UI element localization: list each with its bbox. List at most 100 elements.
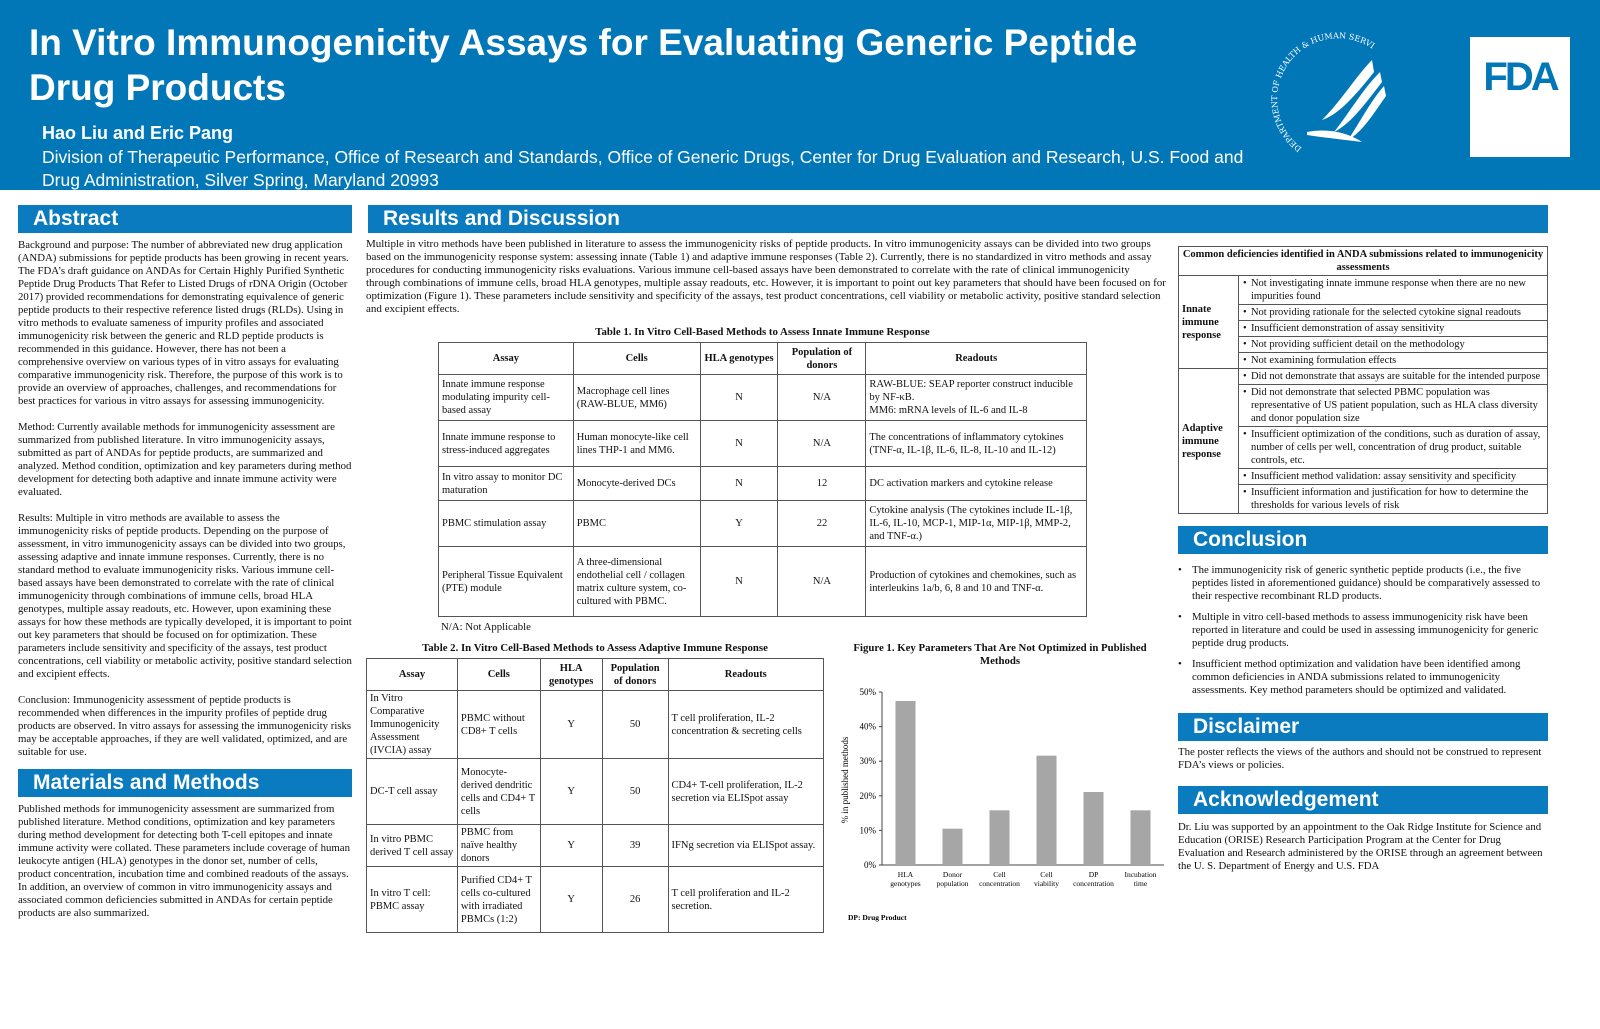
table-cell: N/A bbox=[777, 420, 867, 467]
deficiencies-table: Common deficiencies identified in ANDA s… bbox=[1178, 246, 1549, 514]
table-cell: Innate immune response modulating impuri… bbox=[438, 374, 574, 421]
column-header: Population of donors bbox=[777, 342, 867, 375]
column-header: Readouts bbox=[667, 658, 825, 691]
deficiency-item: Insufficient demonstration of assay sens… bbox=[1237, 320, 1549, 337]
table-cell: Peripheral Tissue Equivalent (PTE) modul… bbox=[438, 546, 574, 617]
bar bbox=[989, 810, 1010, 865]
abstract-paragraph: Conclusion: Immunogenicity assessment of… bbox=[18, 694, 352, 758]
table-cell: PBMC stimulation assay bbox=[438, 500, 574, 547]
column-header: Cells bbox=[572, 342, 701, 375]
abstract-paragraph: Method: Currently available methods for … bbox=[18, 421, 352, 498]
y-tick-label: 20% bbox=[860, 791, 877, 801]
results-intro: Multiple in vitro methods have been publ… bbox=[366, 238, 1166, 315]
acknowledgement-heading: Acknowledgement bbox=[1178, 786, 1548, 814]
table-cell: Y bbox=[539, 824, 603, 867]
figure1-block: Figure 1. Key Parameters That Are Not Op… bbox=[834, 642, 1166, 940]
table-row: In vitro assay to monitor DC maturation M… bbox=[438, 466, 1087, 501]
table-cell: N bbox=[699, 420, 779, 467]
conclusion-bullet: Multiple in vitro cell-based methods to … bbox=[1178, 611, 1548, 650]
table-cell: IFNg secretion via ELISpot assay. bbox=[667, 824, 825, 867]
y-tick-label: 30% bbox=[860, 756, 877, 766]
conclusion-bullet: The immunogenicity risk of generic synth… bbox=[1178, 564, 1548, 603]
deficiency-row: Insufficient optimization of the conditi… bbox=[1179, 426, 1549, 469]
figure1-bar-chart: 0% 10% 20% 30% 40% 50% HLA genotypes Donor popula… bbox=[840, 687, 1164, 922]
lower-middle-row: Table 2. In Vitro Cell-Based Methods to … bbox=[366, 642, 1166, 940]
table-cell: 39 bbox=[601, 824, 669, 867]
table-row: Peripheral Tissue Equivalent (PTE) modul… bbox=[438, 546, 1087, 617]
table-cell: Y bbox=[539, 690, 603, 759]
table-cell: A three-dimensional endothelial cell / c… bbox=[572, 546, 701, 617]
table-cell: DC-T cell assay bbox=[366, 758, 458, 825]
conclusion-heading: Conclusion bbox=[1178, 526, 1548, 554]
abstract-paragraph: Results: Multiple in vitro methods are a… bbox=[18, 512, 352, 680]
methods-heading: Materials and Methods bbox=[18, 769, 352, 797]
acknowledgement-text: Dr. Liu was supported by an appointment … bbox=[1178, 821, 1543, 872]
table-row: DC-T cell assay Monocyte-derived dendriti… bbox=[366, 758, 825, 825]
fda-logo: FDA bbox=[1470, 37, 1570, 157]
column-header: HLA genotypes bbox=[699, 342, 779, 375]
deficiency-row: Innate immune responseNot investigating … bbox=[1178, 275, 1549, 369]
disclaimer-heading: Disclaimer bbox=[1178, 713, 1548, 741]
x-tick-label: Cell viability bbox=[1034, 870, 1059, 888]
table-cell: Monocyte-derived DCs bbox=[572, 466, 701, 501]
table-cell: Y bbox=[539, 866, 603, 933]
table-cell: 50 bbox=[601, 690, 669, 759]
left-column: Abstract Background and purpose: The num… bbox=[18, 205, 352, 920]
table2-block: Table 2. In Vitro Cell-Based Methods to … bbox=[366, 642, 825, 940]
column-header: Population of donors bbox=[601, 658, 669, 691]
poster-title: In Vitro Immunogenicity Assays for Evalu… bbox=[29, 22, 1138, 108]
table-cell: N/A bbox=[777, 374, 867, 421]
table-cell: N/A bbox=[777, 546, 867, 617]
deficiency-row: Insufficient information and justificati… bbox=[1179, 484, 1549, 514]
deficiency-row: Did not demonstrate that selected PBMC p… bbox=[1179, 384, 1549, 427]
y-tick-label: 10% bbox=[860, 825, 877, 835]
table-cell: 26 bbox=[601, 866, 669, 933]
bar bbox=[1083, 791, 1104, 865]
table-cell: Y bbox=[539, 758, 603, 825]
table-cell: In vitro T cell: PBMC assay bbox=[366, 866, 458, 933]
disclaimer-text: The poster reflects the views of the aut… bbox=[1178, 746, 1542, 771]
column-header: Assay bbox=[366, 658, 458, 691]
deficiency-item: Not examining formulation effects bbox=[1237, 352, 1549, 369]
table-cell: DC activation markers and cytokine relea… bbox=[865, 466, 1087, 501]
table-cell: PBMC without CD8+ T cells bbox=[456, 690, 541, 759]
results-heading: Results and Discussion bbox=[368, 205, 1548, 233]
abstract-text: Background and purpose: The number of ab… bbox=[18, 239, 352, 759]
table-cell: CD4+ T-cell proliferation, IL-2 secretio… bbox=[667, 758, 825, 825]
table1-caption: Table 1. In Vitro Cell-Based Methods to … bbox=[595, 326, 930, 338]
column-header: Cells bbox=[456, 658, 541, 691]
deficiency-item: Did not demonstrate that selected PBMC p… bbox=[1237, 384, 1549, 427]
table-cell: Monocyte-derived dendritic cells and CD4… bbox=[456, 758, 541, 825]
column-header: Assay bbox=[438, 342, 574, 375]
deficiency-item: Insufficient method validation: assay se… bbox=[1237, 468, 1549, 485]
table1-innate: Assay Cells HLA genotypes Population of don… bbox=[438, 342, 1087, 617]
table1-note: N/A: Not Applicable bbox=[441, 621, 531, 633]
table-cell: Macrophage cell lines (RAW-BLUE, MM6) bbox=[572, 374, 701, 421]
x-tick-label: HLA genotypes bbox=[890, 870, 920, 888]
deficiency-item: Did not demonstrate that assays are suit… bbox=[1237, 368, 1549, 385]
x-tick-label: Donor population bbox=[936, 870, 968, 888]
deficiency-item: Insufficient information and justificati… bbox=[1237, 484, 1549, 514]
y-tick-label: 50% bbox=[860, 687, 877, 697]
table-row: Innate immune response modulating impuri… bbox=[438, 374, 1087, 421]
deficiency-item: Insufficient optimization of the conditi… bbox=[1237, 426, 1549, 469]
table-cell: In vitro assay to monitor DC maturation bbox=[438, 466, 574, 501]
table-cell: PBMC bbox=[572, 500, 701, 547]
deficiency-row: Adaptive immune responseDid not demonstr… bbox=[1178, 368, 1549, 514]
right-column: Common deficiencies identified in ANDA s… bbox=[1178, 246, 1549, 873]
table-cell: RAW-BLUE: SEAP reporter construct induci… bbox=[865, 374, 1087, 421]
table-cell: The concentrations of inflammatory cytok… bbox=[865, 420, 1087, 467]
deficiency-item: Not providing rationale for the selected… bbox=[1237, 304, 1549, 321]
conclusion-bullet: Insufficient method optimization and val… bbox=[1178, 658, 1548, 697]
deficiency-item: Not providing sufficient detail on the m… bbox=[1237, 336, 1549, 353]
abstract-heading: Abstract bbox=[18, 205, 352, 233]
deficiency-group-label: Adaptive immune response bbox=[1178, 368, 1239, 514]
table-row: In vitro PBMC derived T cell assay PBMC f… bbox=[366, 824, 825, 867]
table-cell: In Vitro Comparative Immunogenicity Asse… bbox=[366, 690, 458, 759]
table-cell: In vitro PBMC derived T cell assay bbox=[366, 824, 458, 867]
table-cell: Cytokine analysis (The cytokines include… bbox=[865, 500, 1087, 547]
table-cell: T cell proliferation, IL-2 concentration… bbox=[667, 690, 825, 759]
table-row: Innate immune response to stress-induced… bbox=[438, 420, 1087, 467]
table-cell: 50 bbox=[601, 758, 669, 825]
table-cell: Innate immune response to stress-induced… bbox=[438, 420, 574, 467]
